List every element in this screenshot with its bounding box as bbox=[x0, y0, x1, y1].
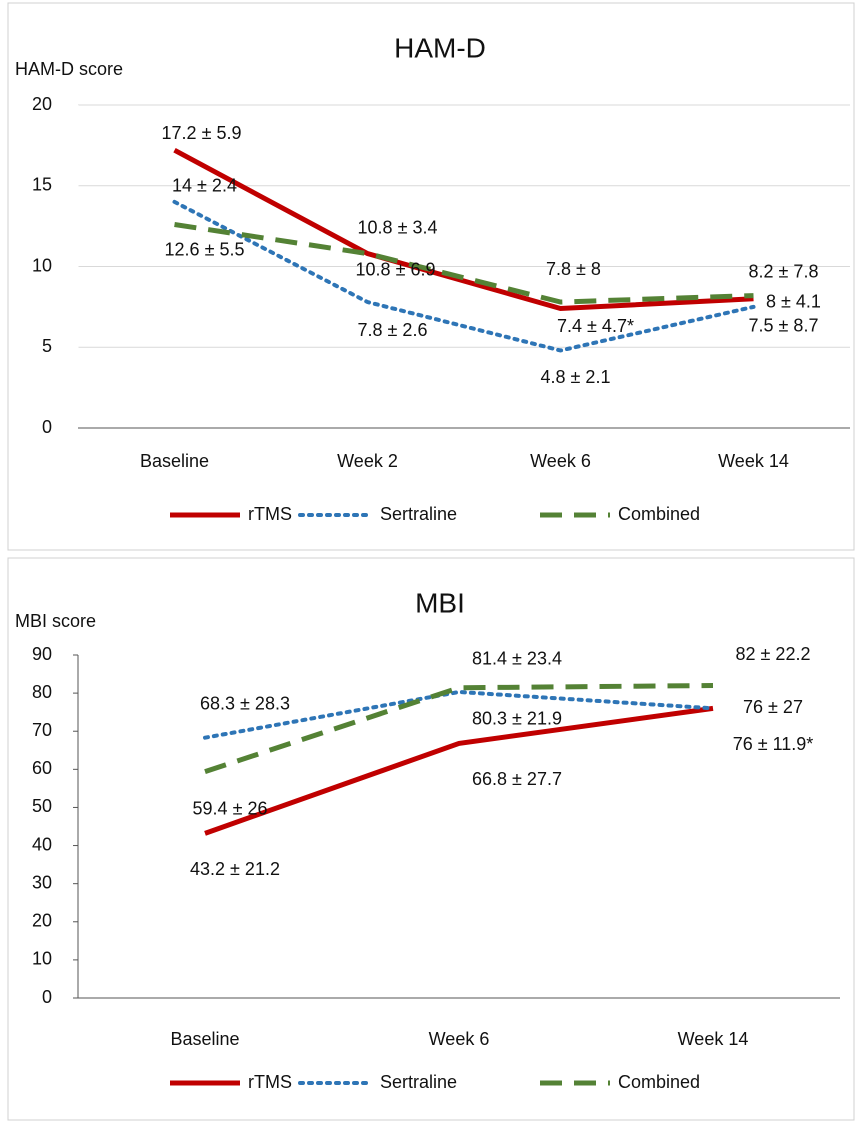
chart-title: MBI bbox=[415, 587, 465, 618]
line-dotted bbox=[172, 199, 756, 353]
x-tick-label: Baseline bbox=[140, 451, 209, 471]
y-tick-label: 0 bbox=[42, 417, 52, 437]
panel bbox=[7, 557, 855, 1121]
data-label: 68.3 ± 28.3 bbox=[200, 693, 290, 713]
data-label: 82 ± 22.2 bbox=[736, 644, 811, 664]
y-tick-label: 90 bbox=[32, 644, 52, 664]
data-label: 17.2 ± 5.9 bbox=[162, 123, 242, 143]
data-label: 8.2 ± 7.8 bbox=[749, 261, 819, 281]
x-tick-label: Baseline bbox=[170, 1029, 239, 1049]
data-label: 7.8 ± 2.6 bbox=[358, 320, 428, 340]
y-tick-label: 40 bbox=[32, 834, 52, 854]
legend-label: Combined bbox=[618, 504, 700, 524]
y-axis-label: HAM-D score bbox=[15, 59, 123, 79]
y-tick-label: 50 bbox=[32, 796, 52, 816]
y-tick-label: 20 bbox=[32, 94, 52, 114]
legend-label: rTMS bbox=[248, 1072, 292, 1092]
data-label: 4.8 ± 2.1 bbox=[541, 367, 611, 387]
y-tick-label: 80 bbox=[32, 682, 52, 702]
line-dashed bbox=[174, 222, 754, 305]
data-label: 76 ± 11.9* bbox=[733, 734, 814, 754]
x-tick-label: Week 6 bbox=[429, 1029, 490, 1049]
y-tick-label: 10 bbox=[32, 949, 52, 969]
y-tick-label: 10 bbox=[32, 255, 52, 275]
y-tick-label: 5 bbox=[42, 336, 52, 356]
chart-title: HAM-D bbox=[394, 32, 486, 63]
data-label: 14 ± 2.4 bbox=[172, 176, 237, 196]
data-label: 80.3 ± 21.9 bbox=[472, 709, 562, 729]
data-label: 7.5 ± 8.7 bbox=[749, 316, 819, 336]
data-label: 10.8 ± 3.4 bbox=[358, 217, 438, 237]
y-axis-label: MBI score bbox=[15, 611, 96, 631]
legend-label: Sertraline bbox=[380, 504, 457, 524]
data-label: 66.8 ± 27.7 bbox=[472, 769, 562, 789]
line-dotted bbox=[203, 689, 715, 740]
x-tick-label: Week 14 bbox=[718, 451, 789, 471]
y-tick-label: 30 bbox=[32, 872, 52, 892]
data-label: 12.6 ± 5.5 bbox=[165, 239, 245, 259]
y-tick-label: 0 bbox=[42, 987, 52, 1007]
legend-label: Combined bbox=[618, 1072, 700, 1092]
y-tick-label: 20 bbox=[32, 911, 52, 931]
data-label: 10.8 ± 6.9 bbox=[356, 259, 436, 279]
legend-label: Sertraline bbox=[380, 1072, 457, 1092]
y-tick-label: 70 bbox=[32, 720, 52, 740]
data-label: 7.4 ± 4.7* bbox=[557, 316, 634, 336]
line-solid bbox=[204, 705, 714, 836]
panel bbox=[7, 2, 855, 551]
x-tick-label: Week 6 bbox=[530, 451, 591, 471]
y-tick-label: 15 bbox=[32, 175, 52, 195]
line-solid bbox=[173, 148, 754, 312]
data-label: 7.8 ± 8 bbox=[546, 259, 601, 279]
x-tick-label: Week 2 bbox=[337, 451, 398, 471]
x-tick-label: Week 14 bbox=[678, 1029, 749, 1049]
data-label: 76 ± 27 bbox=[743, 697, 803, 717]
data-label: 43.2 ± 21.2 bbox=[190, 859, 280, 879]
data-label: 8 ± 4.1 bbox=[766, 292, 821, 312]
data-label: 81.4 ± 23.4 bbox=[472, 649, 562, 669]
legend-label: rTMS bbox=[248, 504, 292, 524]
y-tick-label: 60 bbox=[32, 758, 52, 778]
data-label: 59.4 ± 26 bbox=[193, 798, 268, 818]
line-dashed bbox=[204, 682, 714, 774]
